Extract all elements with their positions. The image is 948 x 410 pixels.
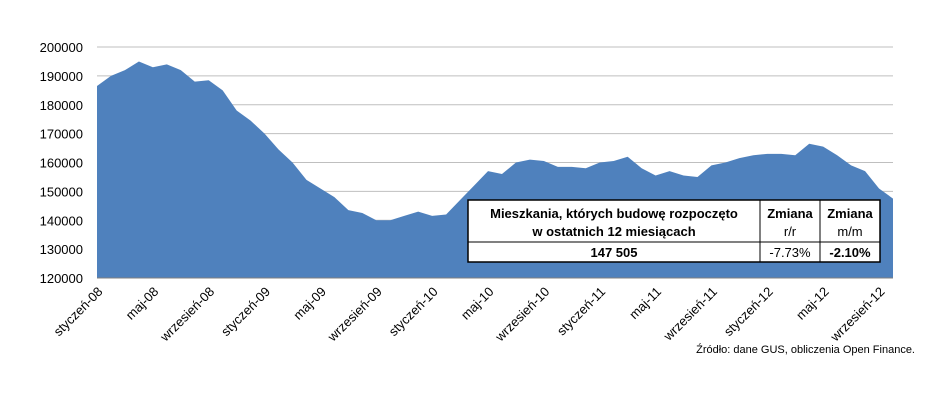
x-tick-label: wrzesień-12: [827, 284, 888, 345]
x-tick-label: styczeń-08: [50, 284, 105, 339]
y-tick-label: 140000: [40, 213, 83, 228]
table-header: w ostatnich 12 miesiącach: [531, 224, 695, 239]
source-note: Źródło: dane GUS, obliczenia Open Financ…: [696, 343, 915, 356]
x-tick-label: maj-11: [626, 284, 664, 322]
x-tick-label: styczeń-11: [554, 284, 608, 338]
table-frame: [467, 199, 881, 263]
y-tick-label: 150000: [40, 184, 83, 199]
y-tick-label: 180000: [40, 98, 83, 113]
table-cell: -7.73%: [769, 245, 811, 260]
x-tick-label: wrzesień-11: [660, 284, 720, 344]
summary-table: Mieszkania, których budowę rozpoczęto w o…: [467, 199, 881, 263]
table-header: Zmiana: [827, 206, 873, 221]
y-tick-label: 200000: [40, 40, 83, 55]
x-tick-label: styczeń-12: [721, 284, 776, 339]
x-tick-label: maj-08: [123, 284, 162, 323]
table-header: r/r: [784, 224, 797, 239]
table-header: Zmiana: [767, 206, 813, 221]
table-header: Mieszkania, których budowę rozpoczęto: [490, 206, 738, 221]
y-tick-label: 120000: [40, 271, 83, 286]
x-tick-label: maj-10: [458, 284, 497, 323]
x-tick-label: wrzesień-10: [492, 284, 553, 345]
table-cell: -2.10%: [829, 245, 871, 260]
table-header: m/m: [837, 224, 862, 239]
x-tick-label: maj-09: [290, 284, 329, 323]
x-tick-label: styczeń-10: [386, 284, 441, 339]
x-tick-label: wrzesień-09: [324, 284, 385, 345]
y-tick-label: 190000: [40, 69, 83, 84]
y-tick-label: 170000: [40, 127, 83, 142]
x-tick-label: maj-12: [793, 284, 832, 323]
table-cell: 147 505: [591, 245, 638, 260]
x-tick-label: wrzesień-08: [156, 284, 217, 345]
x-tick-label: styczeń-09: [218, 284, 273, 339]
y-tick-label: 160000: [40, 156, 83, 171]
y-tick-label: 130000: [40, 242, 83, 257]
